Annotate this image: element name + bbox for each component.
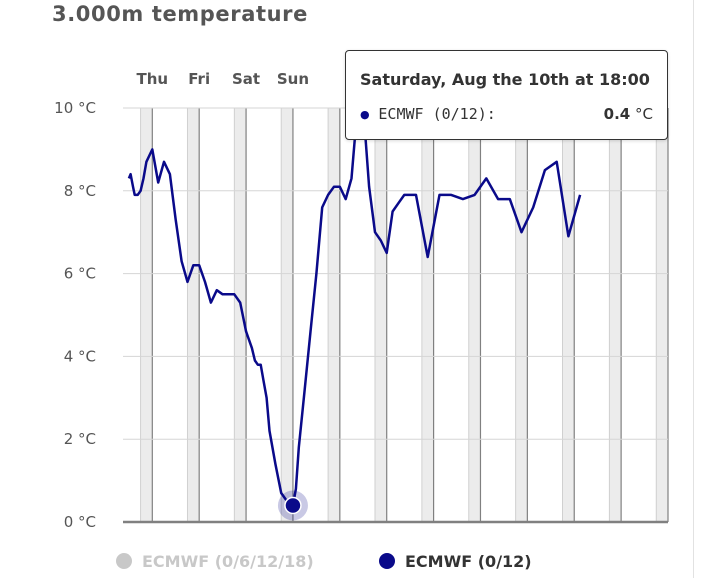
night-band	[562, 108, 575, 522]
legend: ECMWF (0/6/12/18) ECMWF (0/12)	[116, 552, 532, 571]
night-band	[468, 108, 481, 522]
x-tick-label: Fri	[188, 70, 210, 88]
night-band	[421, 108, 434, 522]
night-band	[374, 108, 387, 522]
night-band	[656, 108, 668, 522]
tooltip-value: 0.4	[603, 105, 631, 123]
tooltip-unit: °C	[635, 105, 653, 123]
tooltip-row: ● ECMWF (0/12): 0.4 °C	[360, 105, 653, 123]
y-tick-label: 4 °C	[64, 347, 96, 365]
y-tick-label: 6 °C	[64, 265, 96, 283]
hover-point[interactable]	[284, 496, 302, 515]
tooltip-series-name: ECMWF (0/12):	[378, 105, 496, 123]
y-tick-label: 8 °C	[64, 182, 96, 200]
legend-marker[interactable]	[379, 553, 395, 569]
night-band	[187, 108, 200, 522]
x-tick-label: Sat	[232, 70, 260, 88]
night-band	[281, 108, 293, 522]
grid-lines	[123, 107, 669, 522]
hover-marker[interactable]	[277, 490, 308, 521]
tooltip-title: Saturday, Aug the 10th at 18:00	[360, 70, 650, 89]
y-tick-label: 0 °C	[64, 513, 96, 531]
y-axis-labels: 0 °C 2 °C 4 °C 6 °C 8 °C 10 °C	[54, 99, 96, 531]
y-tick-label: 2 °C	[64, 430, 96, 448]
tooltip-value-wrap: 0.4 °C	[604, 105, 653, 123]
night-band	[328, 108, 340, 522]
x-tick-label: Thu	[137, 70, 169, 88]
night-band	[234, 108, 247, 522]
y-tick-label: 10 °C	[54, 99, 96, 117]
tooltip-series-marker: ●	[360, 108, 370, 121]
page-title: 3.000m temperature	[52, 2, 308, 26]
x-tick-label: Sun	[277, 70, 309, 88]
legend-item-label[interactable]: ECMWF (0/6/12/18)	[142, 552, 314, 571]
tooltip: Saturday, Aug the 10th at 18:00 ● ECMWF …	[345, 50, 668, 140]
chart: 0 °C 2 °C 4 °C 6 °C 8 °C 10 °C Thu Fri Sat Sun E…	[54, 70, 669, 571]
legend-marker[interactable]	[116, 553, 132, 569]
night-band	[515, 108, 528, 522]
chart-card: 3.000m temperature 0 °C 2 °C 4 °C 6 °C 8 °C 1…	[52, 0, 694, 578]
night-band	[609, 108, 622, 522]
x-axis-labels: Thu Fri Sat Sun	[137, 70, 310, 88]
day-bands	[140, 108, 668, 522]
legend-item-label[interactable]: ECMWF (0/12)	[405, 552, 532, 571]
night-band	[140, 108, 153, 522]
